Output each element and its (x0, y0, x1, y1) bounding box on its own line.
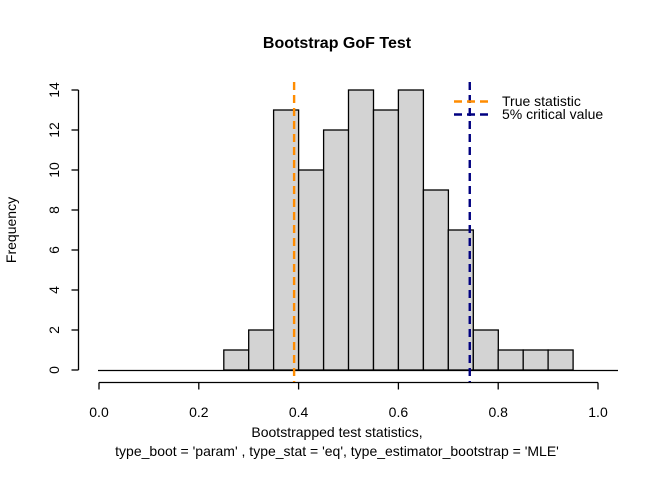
y-tick-label: 12 (46, 122, 62, 138)
histogram-bar (497, 349, 524, 371)
histogram-bar (472, 329, 499, 371)
histogram-bar (248, 329, 275, 371)
x-tick-label: 0.6 (389, 404, 409, 420)
x-axis-title-line1: Bootstrapped test statistics, (251, 424, 422, 440)
y-tick-label: 6 (46, 246, 62, 254)
legend-label-true-statistic: True statistic (502, 93, 581, 109)
y-tick-label: 2 (46, 326, 62, 334)
histogram-bar (397, 89, 425, 371)
y-tick-label: 8 (46, 206, 62, 214)
axes-layer: 0 2 4 6 8 10 12 14 0.0 0.2 0.4 0.6 0.8 1.0 (46, 82, 618, 420)
legend: True statistic 5% critical value (454, 93, 603, 122)
histogram-bar (322, 129, 350, 371)
histogram-bar (347, 89, 375, 371)
chart-title: Bootstrap GoF Test (263, 35, 412, 52)
histogram-bar (297, 169, 325, 371)
histogram-bar (372, 109, 400, 371)
y-axis-title: Frequency (3, 197, 19, 263)
x-tick-label: 0.4 (289, 404, 309, 420)
x-axis-title-line2: type_boot = 'param' , type_stat = 'eq', … (115, 443, 559, 459)
legend-label-critical-value: 5% critical value (502, 106, 603, 122)
vlines-layer (292, 82, 471, 382)
y-tick-label: 4 (46, 286, 62, 294)
y-tick-label: 14 (46, 82, 62, 98)
histogram-bar (223, 349, 250, 371)
y-tick-label: 0 (46, 366, 62, 374)
x-tick-label: 0.2 (189, 404, 209, 420)
x-tick-label: 0.0 (89, 404, 109, 420)
histogram-bar (422, 189, 450, 371)
x-tick-label: 0.8 (488, 404, 508, 420)
bars-layer (223, 89, 574, 371)
histogram-bar (547, 349, 574, 371)
x-tick-label: 1.0 (588, 404, 608, 420)
histogram-bar (522, 349, 549, 371)
y-tick-label: 10 (46, 162, 62, 178)
